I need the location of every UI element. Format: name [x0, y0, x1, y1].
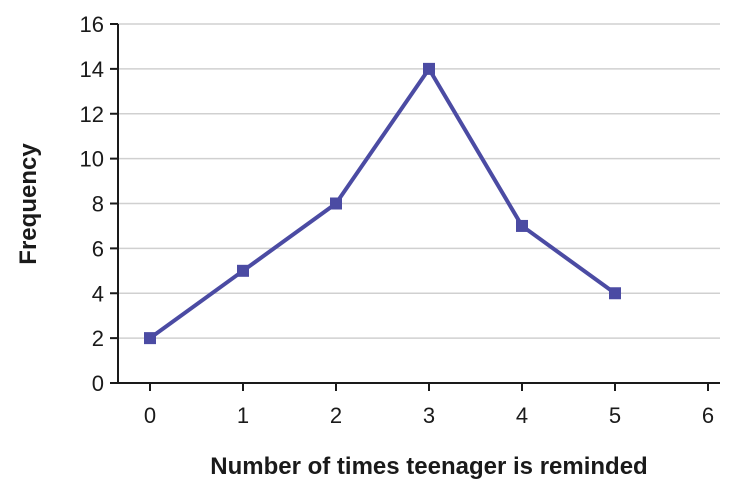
axes: [110, 23, 720, 391]
data-series: [144, 62, 621, 345]
x-tick-label-3: 3: [423, 403, 435, 428]
gridlines: [118, 23, 720, 339]
x-axis-title: Number of times teenager is reminded: [210, 453, 647, 480]
data-point-x3: [423, 62, 435, 75]
data-point-x0: [144, 332, 156, 345]
y-tick-label-0: 0: [92, 371, 104, 396]
y-tick-label-14: 14: [80, 57, 104, 82]
x-tick-label-1: 1: [237, 403, 249, 428]
x-tick-label-0: 0: [144, 403, 156, 428]
x-tick-label-4: 4: [516, 403, 528, 428]
series-line-0: [148, 66, 617, 341]
y-tick-label-8: 8: [92, 192, 104, 217]
y-tick-label-6: 6: [92, 236, 104, 261]
y-tick-label-10: 10: [80, 147, 104, 172]
data-point-x1: [237, 264, 249, 277]
data-point-x5: [609, 287, 621, 300]
x-tick-label-6: 6: [702, 403, 714, 428]
y-tick-label-2: 2: [92, 326, 104, 351]
y-tick-label-12: 12: [80, 102, 104, 127]
data-point-x2: [330, 197, 342, 210]
y-axis-title: Frequency: [15, 143, 42, 265]
y-tick-label-16: 16: [80, 12, 104, 37]
x-tick-label-2: 2: [330, 403, 342, 428]
data-point-x4: [516, 219, 528, 232]
x-tick-label-5: 5: [609, 403, 621, 428]
y-tick-label-4: 4: [92, 281, 104, 306]
